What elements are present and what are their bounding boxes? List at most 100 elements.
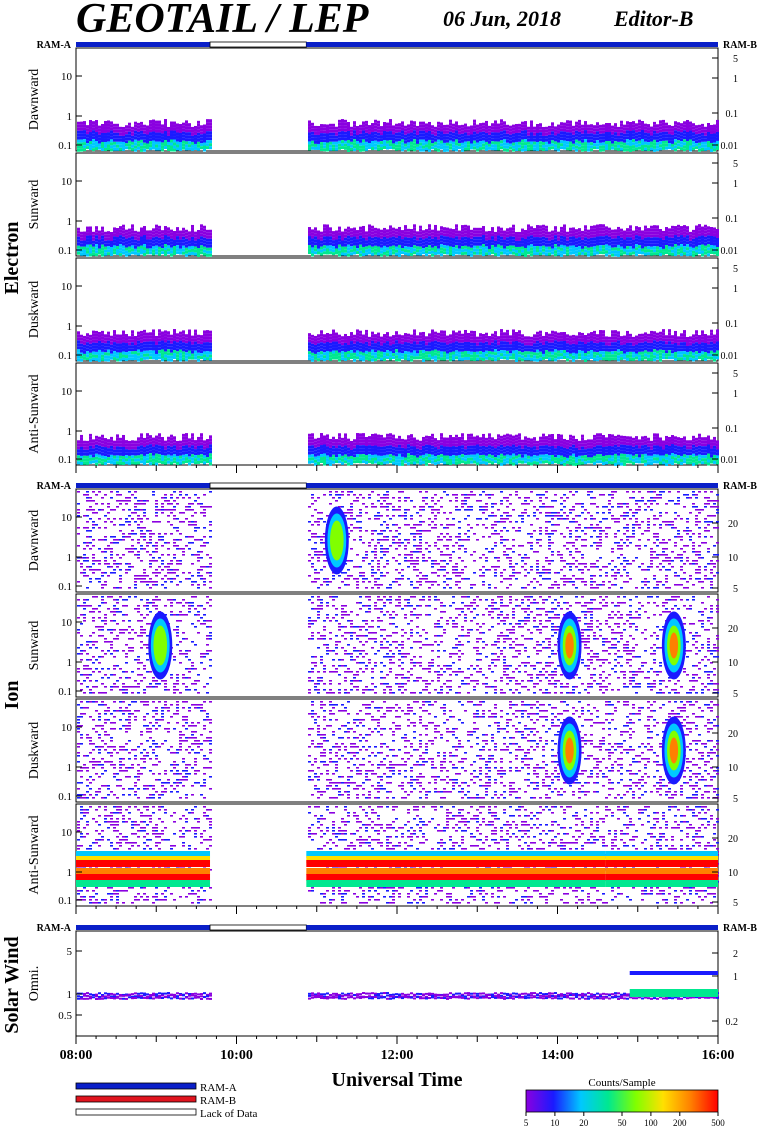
cell <box>182 137 185 141</box>
cell <box>161 139 164 143</box>
cell <box>308 144 311 148</box>
cell <box>80 337 83 341</box>
cell <box>575 133 578 137</box>
cell <box>89 346 92 350</box>
cell <box>110 237 113 241</box>
cell <box>119 129 122 133</box>
cell <box>617 247 620 251</box>
cell <box>110 252 113 256</box>
cell <box>566 231 569 235</box>
cell <box>437 251 440 255</box>
cell <box>164 146 167 150</box>
cell <box>488 354 491 358</box>
cell <box>149 239 152 243</box>
cell <box>113 245 116 249</box>
cell <box>368 134 371 138</box>
cell <box>149 242 152 246</box>
cell <box>380 351 383 355</box>
cell <box>533 358 536 362</box>
cell <box>539 147 542 151</box>
cell <box>185 343 188 347</box>
cell <box>620 144 623 148</box>
cell <box>95 123 98 127</box>
cell <box>656 332 659 336</box>
cell <box>527 129 530 133</box>
cell <box>530 345 533 349</box>
cell <box>95 138 98 142</box>
cell <box>146 239 149 243</box>
cell <box>431 241 434 245</box>
cell <box>371 352 374 356</box>
cell <box>521 148 524 152</box>
cell <box>152 249 155 253</box>
cell <box>713 139 716 143</box>
cell <box>86 128 89 132</box>
cell <box>602 133 605 137</box>
cell <box>398 241 401 245</box>
cell <box>548 143 551 147</box>
cell <box>119 232 122 236</box>
cell <box>77 358 80 362</box>
cell <box>686 244 689 248</box>
cell <box>140 248 143 252</box>
cell <box>596 245 599 249</box>
cell <box>122 144 125 148</box>
cell <box>599 333 602 337</box>
cell <box>200 353 203 357</box>
cell <box>326 127 329 131</box>
cell <box>563 122 566 126</box>
cell <box>356 138 359 142</box>
cell <box>713 236 716 240</box>
cell <box>461 345 464 349</box>
cell <box>512 142 515 146</box>
cell <box>572 343 575 347</box>
cell <box>680 336 683 340</box>
cell <box>566 358 569 362</box>
cell <box>311 250 314 254</box>
cell <box>200 248 203 252</box>
cell <box>386 241 389 245</box>
cell <box>92 348 95 352</box>
cell <box>197 241 200 245</box>
cell <box>455 347 458 351</box>
cell <box>401 233 404 237</box>
cell <box>146 128 149 132</box>
cell <box>464 338 467 342</box>
cell <box>419 338 422 342</box>
cell <box>494 343 497 347</box>
cell <box>587 244 590 248</box>
cell <box>308 348 311 352</box>
cell <box>602 351 605 355</box>
cell <box>425 132 428 136</box>
cell <box>185 337 188 341</box>
cell <box>110 133 113 137</box>
cell <box>308 342 311 346</box>
cell <box>677 339 680 343</box>
cell <box>365 123 368 127</box>
cell <box>155 129 158 133</box>
cell <box>422 133 425 137</box>
cell <box>383 343 386 347</box>
cell <box>326 332 329 336</box>
cell <box>542 347 545 351</box>
cell <box>458 137 461 141</box>
cell <box>641 236 644 240</box>
cell <box>710 245 713 249</box>
cell <box>605 129 608 133</box>
cell <box>182 339 185 343</box>
cell <box>656 145 659 149</box>
cell <box>452 235 455 239</box>
cell <box>314 356 317 360</box>
cell <box>716 246 719 250</box>
cell <box>692 346 695 350</box>
cell <box>77 227 80 231</box>
cell <box>563 341 566 345</box>
cell <box>197 141 200 145</box>
cell <box>137 252 140 256</box>
cell <box>677 251 680 255</box>
cell <box>647 249 650 253</box>
cell <box>620 252 623 256</box>
cell <box>176 239 179 243</box>
cell <box>671 225 674 229</box>
cell <box>536 340 539 344</box>
